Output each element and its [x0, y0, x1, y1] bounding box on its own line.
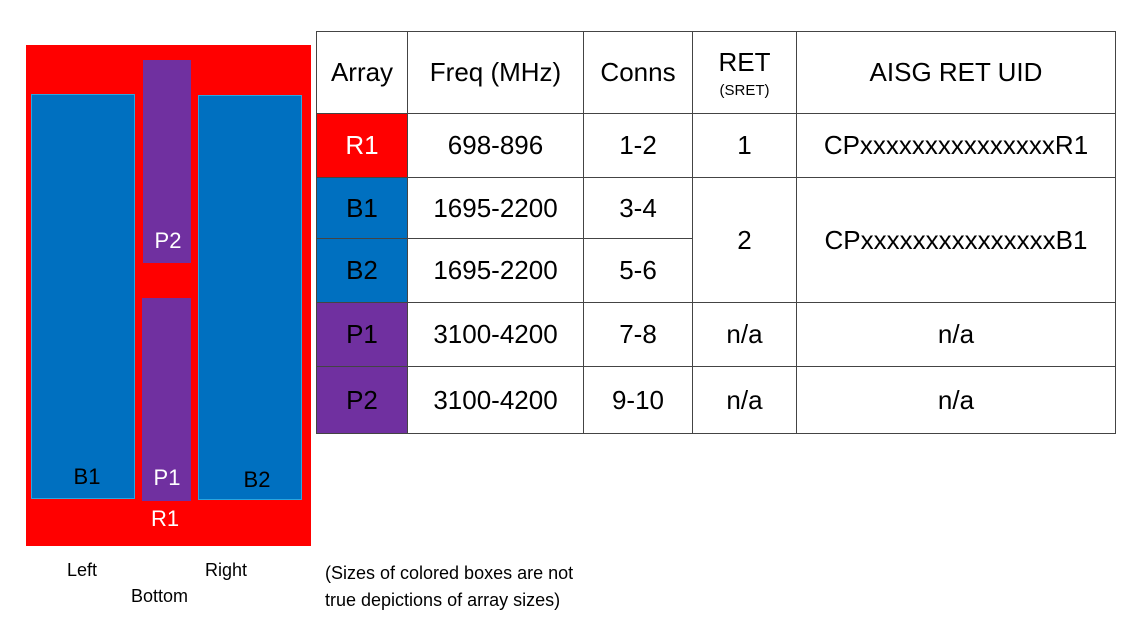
row-p1-array: P1	[316, 302, 408, 367]
header-ret-sub: (SRET)	[719, 81, 770, 99]
label-left: Left	[67, 560, 98, 580]
array-p1-box	[142, 298, 191, 501]
row-r1-uid: CPxxxxxxxxxxxxxxxR1	[796, 113, 1116, 178]
row-b1-freq: 1695-2200	[407, 177, 584, 239]
label-p1: P1	[153, 465, 181, 490]
header-array: Array	[316, 31, 408, 114]
row-b1-array: B1	[316, 177, 408, 239]
row-b2-freq: 1695-2200	[407, 238, 584, 303]
row-p1-conns: 7-8	[583, 302, 693, 367]
array-p2-box	[143, 60, 191, 263]
row-r1-conns: 1-2	[583, 113, 693, 178]
row-p2-conns: 9-10	[583, 366, 693, 434]
row-b1-b2-ret: 2	[692, 177, 797, 303]
row-b2-conns: 5-6	[583, 238, 693, 303]
header-conns: Conns	[583, 31, 693, 114]
row-p2-array: P2	[316, 366, 408, 434]
row-p2-ret: n/a	[692, 366, 797, 434]
row-p1-uid: n/a	[796, 302, 1116, 367]
header-ret: RET (SRET)	[692, 31, 797, 114]
header-ret-label: RET	[718, 46, 771, 77]
label-p2: P2	[154, 228, 182, 253]
label-bottom: Bottom	[131, 586, 189, 606]
label-b1: B1	[73, 464, 101, 489]
row-p2-freq: 3100-4200	[407, 366, 584, 434]
row-r1-array: R1	[316, 113, 408, 178]
note-line-2: true depictions of array sizes)	[325, 590, 561, 610]
label-right: Right	[205, 560, 248, 580]
array-b2-box	[198, 95, 302, 500]
row-p1-freq: 3100-4200	[407, 302, 584, 367]
header-freq: Freq (MHz)	[407, 31, 584, 114]
row-p2-uid: n/a	[796, 366, 1116, 434]
note-line-1: (Sizes of colored boxes are not	[325, 563, 574, 583]
label-r1: R1	[150, 506, 180, 531]
header-uid: AISG RET UID	[796, 31, 1116, 114]
row-b1-b2-uid: CPxxxxxxxxxxxxxxxB1	[796, 177, 1116, 303]
array-b1-box	[31, 94, 135, 499]
label-b2: B2	[243, 467, 271, 492]
row-r1-ret: 1	[692, 113, 797, 178]
row-b2-array: B2	[316, 238, 408, 303]
row-p1-ret: n/a	[692, 302, 797, 367]
row-b1-conns: 3-4	[583, 177, 693, 239]
row-r1-freq: 698-896	[407, 113, 584, 178]
